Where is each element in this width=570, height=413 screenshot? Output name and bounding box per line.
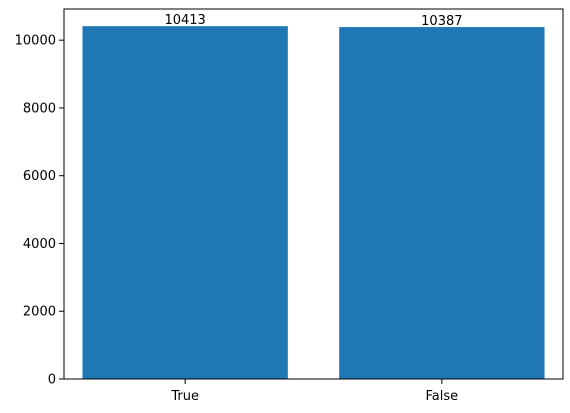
y-tick-label-10000: 10000 [15,34,56,49]
y-tick-label-6000: 6000 [23,169,56,184]
x-tick-label-false: False [426,389,459,404]
x-tick-label-true: True [170,389,199,404]
bar-true [82,26,288,380]
bar-false [339,27,545,380]
labels-layer: 10413 True 10387 False 0 2000 4000 6000 8000 1000… [15,13,463,404]
y-tick-label-4000: 4000 [23,237,56,252]
bars-layer [82,26,545,380]
y-tick-label-0: 0 [48,373,56,388]
data-label-true: 10413 [164,13,205,28]
axes-frame [63,8,564,380]
axes-layer [59,8,564,384]
data-label-false: 10387 [421,14,462,29]
y-tick-label-2000: 2000 [23,305,56,320]
y-tick-label-8000: 8000 [23,101,56,116]
